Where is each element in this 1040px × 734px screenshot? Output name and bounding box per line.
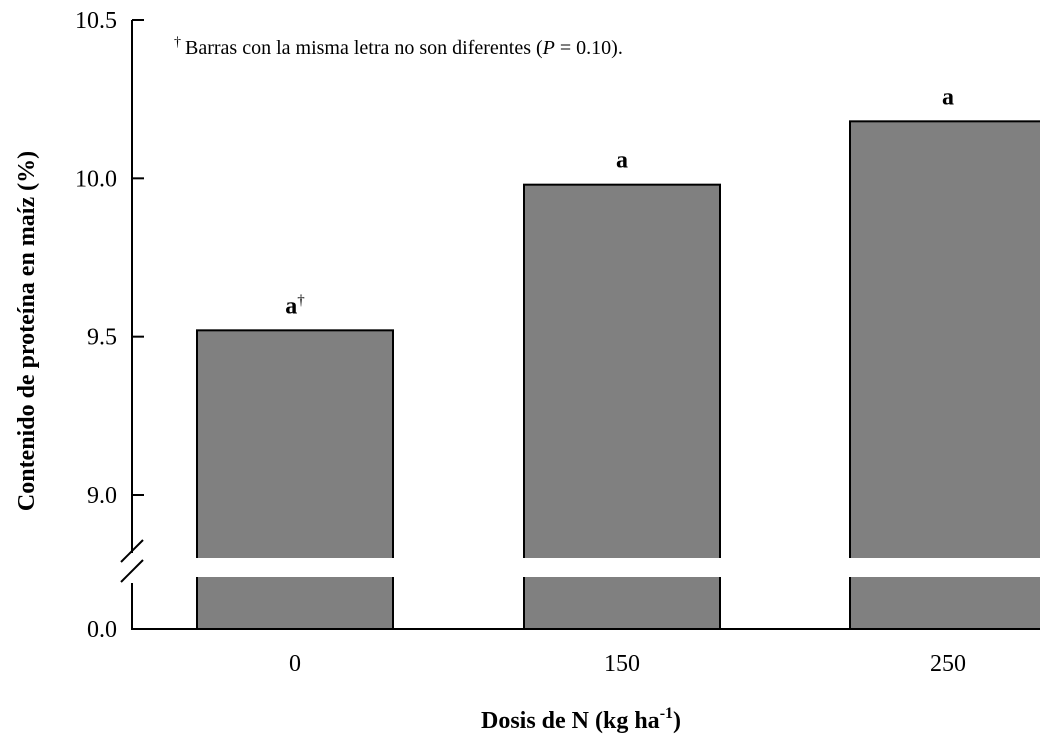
axis-break-mark-lower bbox=[120, 559, 144, 583]
y-tick-label: 9.5 bbox=[87, 325, 117, 351]
axis-break-mark-upper bbox=[120, 539, 144, 563]
x-tick-label: 150 bbox=[604, 651, 640, 677]
bar bbox=[196, 329, 394, 630]
y-tick-label: 0.0 bbox=[87, 617, 117, 643]
x-axis-title: Dosis de N (kg ha-1) bbox=[481, 705, 681, 734]
bar-break-gap bbox=[522, 558, 722, 577]
footnote: † Barras con la misma letra no son difere… bbox=[174, 35, 623, 59]
y-tick-label: 9.0 bbox=[87, 483, 117, 509]
bar bbox=[849, 120, 1040, 630]
bars-group bbox=[195, 120, 1040, 631]
bar-letter-label: a† bbox=[285, 292, 305, 319]
y-axis-title: Contenido de proteína en maíz (%) bbox=[14, 151, 40, 511]
x-tick-label: 250 bbox=[930, 651, 966, 677]
x-tick-label: 0 bbox=[289, 651, 301, 677]
bar-letter-label: a bbox=[942, 84, 954, 110]
bar-break-gap bbox=[848, 558, 1040, 577]
bar bbox=[523, 183, 721, 631]
axes-group bbox=[120, 19, 1040, 630]
bar-break-gap bbox=[195, 558, 395, 577]
y-tick-label: 10.0 bbox=[75, 166, 117, 192]
labels-group: a† 0 a 150 a 250 0.0 9.0 9.5 10.0 10.5 bbox=[75, 8, 966, 677]
bar-letter-label: a bbox=[616, 148, 628, 174]
y-tick-label: 10.5 bbox=[75, 8, 117, 34]
